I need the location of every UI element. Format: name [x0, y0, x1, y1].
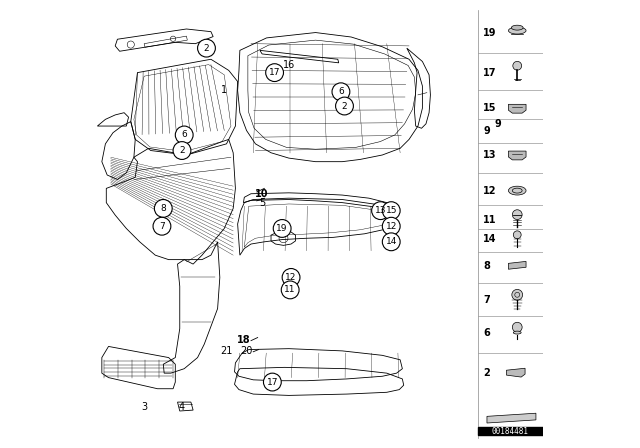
Text: 13: 13 [483, 150, 497, 160]
Text: 7: 7 [483, 295, 490, 305]
Text: 2: 2 [204, 43, 209, 52]
Ellipse shape [508, 186, 526, 195]
Text: 15: 15 [483, 103, 497, 113]
Text: 12: 12 [285, 273, 297, 282]
Text: 17: 17 [269, 68, 280, 77]
Text: 9: 9 [483, 125, 490, 135]
Polygon shape [508, 151, 526, 160]
Text: 7: 7 [159, 222, 165, 231]
Text: 3: 3 [141, 402, 147, 413]
Text: 12: 12 [483, 185, 497, 196]
Text: 8: 8 [483, 261, 490, 271]
Polygon shape [506, 368, 525, 377]
Text: 19: 19 [483, 28, 497, 38]
Text: 13: 13 [375, 206, 387, 215]
Polygon shape [508, 104, 526, 113]
Text: 17: 17 [483, 68, 497, 78]
Circle shape [382, 217, 400, 235]
Circle shape [264, 373, 281, 391]
Text: 2: 2 [179, 146, 185, 155]
Circle shape [173, 142, 191, 159]
Circle shape [332, 83, 350, 101]
Polygon shape [487, 413, 536, 423]
Text: 2: 2 [483, 368, 490, 378]
Text: 11: 11 [483, 215, 497, 224]
Circle shape [281, 281, 299, 299]
Text: 1: 1 [221, 86, 227, 95]
Text: 4: 4 [179, 402, 185, 413]
Text: 20: 20 [241, 346, 253, 356]
Text: 12: 12 [385, 222, 397, 231]
Circle shape [513, 322, 522, 332]
Text: 2: 2 [342, 102, 348, 111]
Text: 10: 10 [255, 189, 269, 199]
Circle shape [273, 220, 291, 237]
Circle shape [512, 289, 523, 300]
Text: 14: 14 [385, 237, 397, 246]
Text: 9: 9 [495, 119, 502, 129]
Circle shape [372, 202, 390, 220]
Circle shape [335, 97, 353, 115]
Ellipse shape [513, 331, 521, 334]
Ellipse shape [508, 27, 526, 34]
Text: 17: 17 [267, 378, 278, 387]
Text: 14: 14 [483, 234, 497, 244]
Text: 6: 6 [181, 130, 187, 139]
Circle shape [198, 39, 216, 57]
Text: 6: 6 [338, 87, 344, 96]
Polygon shape [508, 261, 526, 269]
Text: 8: 8 [161, 204, 166, 213]
Text: 21: 21 [220, 346, 233, 356]
Circle shape [175, 126, 193, 144]
Circle shape [382, 233, 400, 251]
Text: 6: 6 [483, 328, 490, 338]
Text: 11: 11 [284, 285, 296, 294]
Text: 16: 16 [283, 60, 295, 69]
Circle shape [513, 231, 521, 239]
Ellipse shape [511, 25, 523, 30]
Text: 00184481: 00184481 [492, 426, 529, 435]
Circle shape [153, 217, 171, 235]
Text: 18: 18 [237, 335, 250, 345]
Circle shape [266, 64, 284, 82]
Circle shape [513, 61, 522, 70]
Circle shape [154, 199, 172, 217]
Circle shape [382, 202, 400, 220]
Text: 15: 15 [385, 206, 397, 215]
Bar [478, 426, 543, 435]
Text: 19: 19 [276, 224, 288, 233]
Circle shape [282, 268, 300, 286]
Text: 5: 5 [259, 198, 265, 207]
Circle shape [513, 210, 522, 220]
